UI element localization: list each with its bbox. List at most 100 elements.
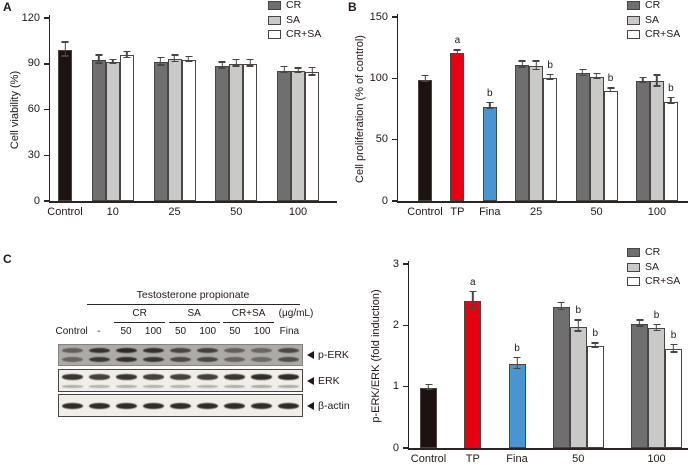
y-tick (391, 77, 397, 80)
error-bar (607, 87, 615, 93)
blot-band-upper (62, 348, 83, 353)
x-axis (396, 201, 688, 203)
error-bar-cap-top (486, 101, 494, 104)
significance-letter: b (668, 82, 674, 94)
arrowhead-icon (307, 351, 314, 359)
bar-group: b 100 (635, 74, 678, 218)
bar (167, 54, 182, 201)
error-bar-cap-bottom (469, 307, 477, 309)
blot-band-main (197, 374, 218, 380)
error-bar-line (187, 55, 190, 62)
error-bar-cap-top (171, 54, 178, 56)
y-tick-label: 2 (392, 318, 399, 331)
error-bar-line (672, 343, 675, 353)
bar (215, 61, 230, 201)
x-axis-label: 50 (590, 206, 603, 218)
error-bar (171, 54, 178, 62)
lane-label: 50 (174, 326, 187, 337)
error-bar-line (577, 319, 579, 332)
error-bar (157, 56, 164, 66)
blot-row-label: β-actin (307, 400, 350, 412)
error-bar (469, 290, 477, 309)
error-bar (95, 54, 103, 64)
error-bar-cap-bottom (486, 107, 494, 110)
panel-c-label: C (3, 252, 12, 266)
legend-item: CR (627, 246, 680, 259)
blot-band-main (278, 374, 299, 380)
x-axis-label: 10 (106, 206, 119, 218)
bar (153, 56, 168, 201)
error-bar-cap-bottom (574, 330, 582, 332)
blot-band (197, 402, 218, 409)
x-axis-label: 100 (647, 453, 666, 465)
error-bar-cap-bottom (185, 60, 192, 62)
error-bar (218, 61, 226, 69)
error-bar (636, 319, 643, 327)
error-bar-cap-top (453, 49, 461, 51)
legend-label: SA (286, 13, 301, 26)
blot-band (224, 402, 245, 409)
error-bar-line (427, 383, 430, 390)
error-bar-cap-bottom (308, 74, 316, 76)
error-bar-cap-top (593, 73, 601, 75)
bar (291, 67, 305, 201)
x-axis (407, 448, 688, 450)
error-bar (574, 319, 582, 332)
legend-swatch (627, 1, 640, 11)
error-bar-cap-bottom (636, 325, 643, 327)
error-bar-line (472, 290, 474, 309)
bar (58, 41, 72, 201)
subgroup-label: CR+SA (231, 308, 266, 319)
subgroup-line (168, 322, 220, 323)
legend-label: CR+SA (286, 28, 322, 41)
y-tick-label: 50 (375, 133, 388, 146)
x-axis-label: 25 (530, 206, 543, 218)
error-bar-line (670, 96, 672, 105)
error-bar (639, 76, 647, 83)
blot-band-lower (170, 356, 191, 362)
y-tick-label: 3 (392, 257, 399, 270)
blot-band-lower (224, 356, 245, 362)
legend: CR SA CR+SA (627, 0, 680, 41)
error-bar-cap-top (185, 55, 192, 58)
error-bar-cap-top (532, 60, 540, 62)
y-tick-label: 0 (381, 194, 388, 207)
bar-group: b 50 (575, 68, 618, 218)
blot-band (251, 402, 272, 409)
error-bar-line (642, 76, 644, 83)
bar: b (543, 60, 558, 201)
significance-letter: b (575, 305, 582, 317)
panel-b-label: B (348, 0, 357, 14)
legend-label: CR (645, 246, 661, 258)
blot-band-faint (62, 385, 83, 388)
error-bar-cap-bottom (95, 62, 103, 64)
error-bar-cap-top (518, 60, 526, 62)
error-bar-cap-top (61, 41, 69, 43)
error-bar-cap-top (667, 96, 675, 99)
error-bar-cap-top (636, 319, 643, 321)
y-tick (402, 385, 408, 388)
blot-band-upper (170, 348, 191, 353)
error-bar-line (126, 50, 128, 59)
x-axis-label: TP (465, 453, 480, 465)
significance-letter: b (547, 59, 553, 71)
error-bar-cap-top (232, 58, 240, 61)
error-bar-cap-bottom (109, 62, 117, 64)
y-tick-label: 60 (27, 103, 40, 115)
x-axis-label: Fina (479, 206, 501, 218)
error-bar-cap-bottom (639, 81, 647, 83)
subgroup-label: CR (132, 308, 147, 319)
error-bar-cap-bottom (218, 67, 226, 69)
y-tick (43, 200, 49, 202)
error-bar-cap-top (574, 319, 582, 321)
error-bar-line (311, 66, 313, 76)
lane-label: Fina (279, 326, 300, 337)
bar (119, 50, 134, 201)
legend-swatch (627, 277, 640, 287)
subgroup-line (114, 322, 166, 323)
subgroup-line (222, 322, 275, 323)
bar: a (450, 36, 465, 201)
error-bar-cap-bottom (513, 367, 521, 370)
error-bar (294, 67, 302, 74)
error-bar (246, 58, 254, 67)
